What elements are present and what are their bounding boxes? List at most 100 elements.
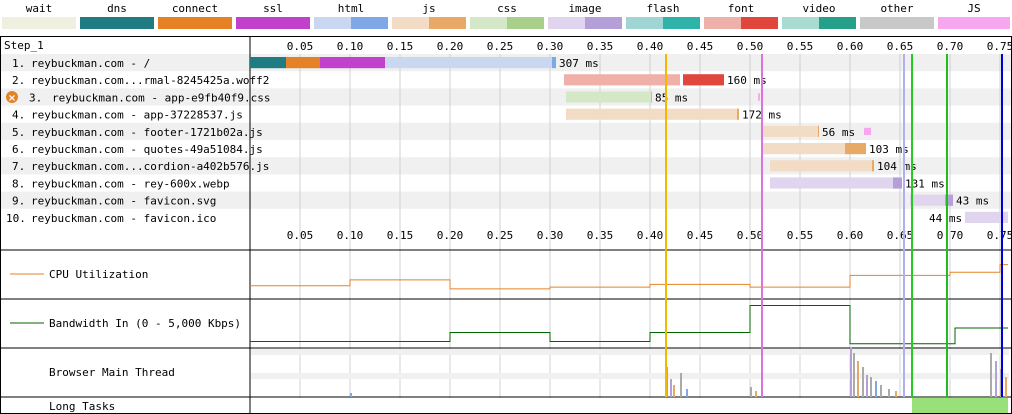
js-execution-mark: [864, 127, 871, 135]
main-thread-activity: [670, 379, 672, 397]
legend-label: wait: [25, 2, 53, 15]
tick-label-bottom: 0.55: [787, 229, 814, 242]
tick-label-top: 0.55: [787, 40, 814, 53]
main-thread-activity: [862, 367, 864, 397]
legend-item-dns: dns: [78, 0, 156, 32]
legend: wait dns connect ssl html js css image flash font…: [0, 0, 1012, 32]
request-bar-segment: [552, 57, 556, 69]
request-number: 1.: [12, 57, 25, 70]
bandwidth-label: Bandwidth In (0 - 5,000 Kbps): [49, 317, 241, 330]
tick-label-top: 0.65: [887, 40, 914, 53]
request-bar-segment: [566, 108, 737, 120]
legend-label: font: [727, 2, 755, 15]
tick-label-top: 0.20: [437, 40, 464, 53]
legend-item-other: other: [858, 0, 936, 32]
request-bar-segment: [250, 57, 286, 69]
request-bar-segment: [762, 125, 818, 137]
main-thread-activity: [857, 361, 859, 397]
tick-label-top: 0.70: [937, 40, 964, 53]
request-label: reybuckman.com...cordion-a402b576.js: [31, 160, 269, 173]
main-thread-activity: [888, 389, 890, 397]
tick-label-top: 0.10: [337, 40, 364, 53]
request-label: reybuckman.com - /: [31, 57, 150, 70]
request-bar-segment: [770, 177, 893, 189]
request-label: reybuckman.com...rmal-8245425a.woff2: [31, 74, 269, 87]
main-thread-activity: [680, 373, 682, 397]
request-duration: 85 ms: [655, 91, 688, 104]
main-thread-activity: [750, 387, 752, 397]
legend-label: js: [422, 2, 436, 15]
request-bar-segment: [893, 177, 902, 189]
request-label: reybuckman.com - rey-600x.webp: [31, 177, 230, 190]
request-bar-segment: [945, 194, 953, 206]
request-bar-segment: [564, 74, 680, 86]
request-number: 3.: [29, 91, 42, 104]
tick-label-bottom: 0.65: [887, 229, 914, 242]
legend-label: dns: [107, 2, 127, 15]
tick-label-top: 0.45: [687, 40, 714, 53]
cpu-line: [250, 264, 1008, 290]
legend-label: flash: [646, 2, 680, 15]
tick-label-bottom: 0.05: [287, 229, 314, 242]
legend-swatch: [860, 17, 934, 29]
tick-label-top: 0.40: [637, 40, 664, 53]
tick-label-top: 0.35: [587, 40, 614, 53]
legend-swatch: [470, 17, 544, 29]
legend-label: image: [568, 2, 602, 15]
row-background: [1, 88, 1011, 106]
legend-item-video: video: [780, 0, 858, 32]
tick-label-top: 0.60: [837, 40, 864, 53]
legend-item-js: js: [390, 0, 468, 32]
request-duration: 307 ms: [559, 57, 599, 70]
request-duration: 56 ms: [822, 126, 855, 139]
tick-label-top: 0.25: [487, 40, 514, 53]
legend-label: connect: [171, 2, 219, 15]
legend-item-flash: flash: [624, 0, 702, 32]
legend-item-font: font: [702, 0, 780, 32]
tick-label-bottom: 0.20: [437, 229, 464, 242]
request-bar-segment: [762, 143, 845, 155]
legend-swatch: [2, 17, 76, 29]
main-thread-activity: [875, 381, 877, 397]
request-bar-segment: [320, 57, 385, 69]
request-number: 4.: [12, 109, 25, 122]
row-background: [1, 157, 1011, 175]
legend-swatch: [938, 17, 1010, 29]
request-number: 2.: [12, 74, 25, 87]
legend-item-ssl: ssl: [234, 0, 312, 32]
request-number: 6.: [12, 143, 25, 156]
request-number: 5.: [12, 126, 25, 139]
legend-swatch: [548, 17, 622, 29]
step-label: Step_1: [4, 39, 44, 52]
main-thread-activity: [866, 375, 868, 397]
blocked-icon-glyph: ×: [8, 93, 16, 104]
main-thread-activity: [853, 353, 855, 397]
request-duration: 103 ms: [869, 143, 909, 156]
main-thread-label: Browser Main Thread: [49, 366, 175, 379]
main-thread-activity: [755, 391, 757, 397]
legend-label: ssl: [263, 2, 283, 15]
main-thread-activity: [895, 391, 897, 397]
legend-item-css: css: [468, 0, 546, 32]
section-stripe: [251, 373, 1009, 379]
request-label: reybuckman.com - quotes-49a51084.js: [31, 143, 263, 156]
main-thread-activity: [673, 385, 675, 397]
request-bar-segment: [651, 91, 652, 103]
tick-label-bottom: 0.15: [387, 229, 414, 242]
tick-label-bottom: 0.35: [587, 229, 614, 242]
request-bar-segment: [566, 91, 651, 103]
main-thread-activity: [686, 389, 688, 397]
tick-label-bottom: 0.75: [987, 229, 1012, 242]
legend-swatch: [236, 17, 310, 29]
request-duration: 104 ms: [877, 160, 917, 173]
legend-item-image: image: [546, 0, 624, 32]
main-thread-activity: [870, 377, 872, 397]
main-thread-activity: [880, 385, 882, 397]
long-tasks-label: Long Tasks: [49, 400, 115, 413]
tick-label-bottom: 0.45: [687, 229, 714, 242]
blocked-icon: [6, 91, 18, 103]
request-bar-segment: [845, 143, 866, 155]
legend-label: other: [880, 2, 914, 15]
legend-swatch: [782, 17, 856, 29]
